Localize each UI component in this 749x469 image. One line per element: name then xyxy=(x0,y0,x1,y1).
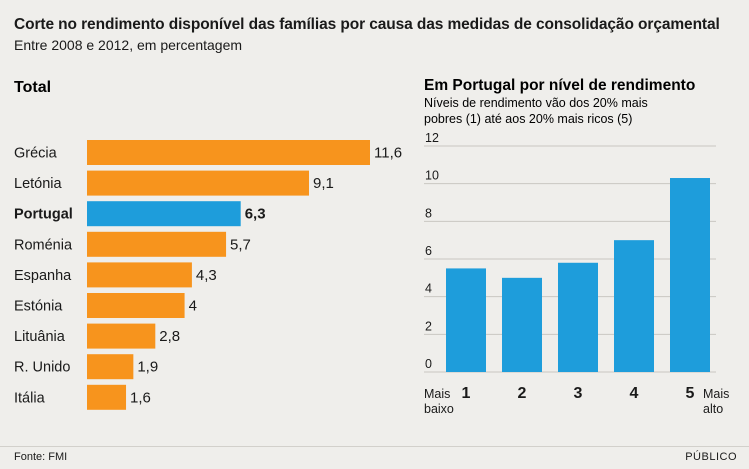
bar-romenia xyxy=(87,231,227,257)
data-label-grecia: 11,6 xyxy=(374,145,402,162)
x-tick-label-3: 3 xyxy=(574,385,583,402)
bar-portugal xyxy=(87,201,241,227)
income-bar-5 xyxy=(670,178,710,372)
category-label-italia: Itália xyxy=(14,390,46,406)
data-label-italia: 1,6 xyxy=(130,389,151,406)
data-label-estonia: 4 xyxy=(189,298,197,315)
category-label-lituania: Lituânia xyxy=(14,329,66,345)
bar-r-unido xyxy=(87,354,134,380)
y-tick-label: 12 xyxy=(425,131,439,145)
x-tick-label-1: 1 xyxy=(462,385,471,402)
category-label-espanha: Espanha xyxy=(14,268,72,284)
axis-end-label-high-line-2: alto xyxy=(703,402,723,416)
brand-label: PÚBLICO xyxy=(685,451,737,463)
chart-subtitle: Entre 2008 e 2012, em percentagem xyxy=(14,37,243,53)
bar-italia xyxy=(87,384,127,410)
x-tick-label-5: 5 xyxy=(686,385,695,402)
data-label-lituania: 2,8 xyxy=(159,328,180,345)
axis-end-label-low-line-1: Mais xyxy=(424,387,450,401)
y-tick-label: 0 xyxy=(425,357,432,371)
left-bar-chart: Grécia 11,6 Letónia 9,1 Portugal 6,3 Roménia 5,… xyxy=(14,140,402,410)
category-label-portugal: Portugal xyxy=(14,207,73,223)
bar-grecia xyxy=(87,140,370,165)
axis-end-label-low-line-2: baixo xyxy=(424,402,454,416)
y-tick-label: 10 xyxy=(425,169,439,183)
x-tick-label-2: 2 xyxy=(518,385,527,402)
source-note: Fonte: FMI xyxy=(14,451,68,463)
footer-divider xyxy=(0,446,749,447)
category-label-letonia: Letónia xyxy=(14,176,63,192)
data-label-portugal: 6,3 xyxy=(245,206,266,223)
bar-espanha xyxy=(87,262,192,288)
income-bar-1 xyxy=(446,268,486,372)
data-label-r-unido: 1,9 xyxy=(137,359,158,376)
x-tick-label-4: 4 xyxy=(630,385,639,402)
bar-estonia xyxy=(87,293,185,318)
category-label-estonia: Estónia xyxy=(14,299,63,315)
data-label-romenia: 5,7 xyxy=(230,236,251,253)
bar-letonia xyxy=(87,170,310,196)
category-label-r-unido: R. Unido xyxy=(14,360,70,376)
left-chart-title: Total xyxy=(14,79,51,96)
y-tick-label: 2 xyxy=(425,319,432,333)
income-bar-2 xyxy=(502,277,542,372)
category-label-grecia: Grécia xyxy=(14,146,58,162)
right-chart-subtitle-line-2: pobres (1) até aos 20% mais ricos (5) xyxy=(424,112,632,126)
income-bar-3 xyxy=(558,262,598,372)
y-tick-label: 4 xyxy=(425,282,432,296)
category-label-romenia: Roménia xyxy=(14,237,73,253)
y-tick-label: 8 xyxy=(425,206,432,220)
chart-title: Corte no rendimento disponível das famíl… xyxy=(14,16,720,33)
right-chart-title: Em Portugal por nível de rendimento xyxy=(424,77,695,94)
data-label-letonia: 9,1 xyxy=(313,175,334,192)
data-label-espanha: 4,3 xyxy=(196,267,217,284)
y-tick-label: 6 xyxy=(425,244,432,258)
income-bar-4 xyxy=(614,240,654,372)
right-chart-subtitle-line-1: Níveis de rendimento vão dos 20% mais xyxy=(424,96,648,110)
axis-end-label-high-line-1: Mais xyxy=(703,387,729,401)
bar-lituania xyxy=(87,323,156,349)
